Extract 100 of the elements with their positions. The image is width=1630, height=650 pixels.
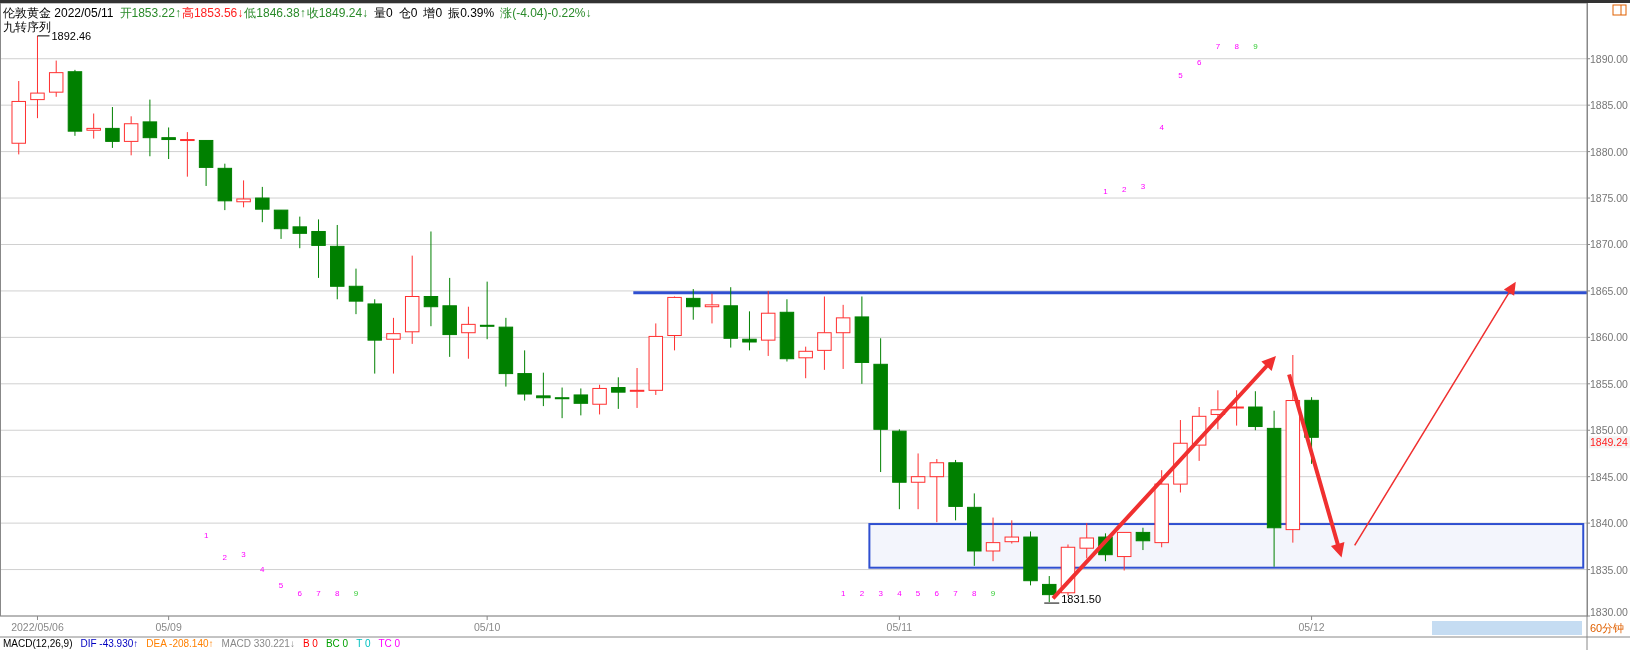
candlestick xyxy=(554,387,570,419)
annotation: 2 xyxy=(859,589,865,599)
candlestick xyxy=(817,296,832,371)
y-tick-label: 1875.00 xyxy=(1590,192,1629,205)
chart-title: 伦敦黄金 2022/05/11 xyxy=(3,6,114,20)
candlestick xyxy=(611,376,626,410)
candlestick xyxy=(48,60,64,98)
candlestick xyxy=(1135,527,1151,551)
candlestick xyxy=(292,216,308,249)
x-tick-label: 2022/05/06 xyxy=(11,621,64,633)
annotation: 9 xyxy=(353,589,359,599)
y-tick-label: 1870.00 xyxy=(1590,238,1629,251)
annotation: 8 xyxy=(335,589,341,599)
text: DIF -43.930↑ xyxy=(80,638,139,649)
candlestick xyxy=(236,179,251,208)
y-tick-label: 1840.00 xyxy=(1590,517,1629,530)
text: MACD 330.221↓ xyxy=(221,638,295,649)
candlestick xyxy=(910,452,926,510)
annotation: 4 xyxy=(260,565,266,575)
candlestick xyxy=(161,126,176,160)
annotation: 高1853.56↓ xyxy=(181,6,244,20)
candlestick xyxy=(142,99,158,157)
annotation: 3 xyxy=(878,589,884,599)
annotation: 7 xyxy=(316,589,322,599)
candlestick xyxy=(704,293,720,324)
candlestick xyxy=(348,268,364,315)
y-tick-label: 1860.00 xyxy=(1590,331,1629,344)
candlestick xyxy=(255,186,270,223)
annotation: 1 xyxy=(840,589,846,599)
candlestick xyxy=(798,346,813,379)
annotation: 4 xyxy=(897,589,903,599)
annotation: 涨(-4.04)-0.22%↓ xyxy=(500,6,592,20)
text: 1849.24 xyxy=(1590,436,1629,449)
candlestick xyxy=(273,209,289,240)
annotation: 7 xyxy=(1215,41,1221,51)
annotation: 开1853.22↑ xyxy=(119,6,181,20)
annotation: 量0 xyxy=(374,6,394,20)
candlestick xyxy=(985,517,1001,562)
y-tick-label: 1880.00 xyxy=(1590,145,1629,158)
candlestick xyxy=(1042,575,1057,603)
annotation: 仓0 xyxy=(398,6,418,20)
candlestick xyxy=(742,310,757,351)
candlestick xyxy=(1229,389,1244,427)
candlestick xyxy=(1248,390,1263,431)
annotation: 7 xyxy=(953,589,959,599)
annotation: 6 xyxy=(297,589,303,599)
annotation: 8 xyxy=(1234,42,1240,52)
annotation: 9 xyxy=(1253,42,1259,52)
annotation: 4 xyxy=(1159,123,1165,133)
text: MACD(12,26,9) xyxy=(3,638,73,649)
candlestick xyxy=(423,230,439,327)
y-tick-label: 1850.00 xyxy=(1590,424,1629,437)
candlestick xyxy=(573,387,589,416)
x-tick-label: 05/11 xyxy=(886,621,913,633)
x-tick-label: 05/10 xyxy=(474,621,501,633)
annotation: 5 xyxy=(278,581,284,591)
annotation: 低1846.38↑ xyxy=(244,6,306,20)
y-tick-label: 1830.00 xyxy=(1590,606,1629,618)
y-tick-label: 1885.00 xyxy=(1590,99,1629,112)
annotation: 增0 xyxy=(422,6,443,20)
candlestick xyxy=(1079,522,1094,559)
candlestick xyxy=(929,458,945,523)
annotation: 5 xyxy=(1178,71,1184,81)
candlestick xyxy=(686,288,701,321)
y-tick-label: 1855.00 xyxy=(1590,377,1629,390)
candlestick xyxy=(592,384,607,415)
candlestick xyxy=(1004,519,1020,545)
annotation: 1831.50 xyxy=(1061,593,1102,606)
candlestick xyxy=(105,106,120,149)
y-tick-label: 1890.00 xyxy=(1590,52,1629,65)
annotation: 3 xyxy=(1140,181,1146,191)
annotation: 九转序列 xyxy=(3,20,51,34)
candlestick xyxy=(461,306,476,360)
candlestick xyxy=(386,317,401,375)
annotation: 2 xyxy=(1121,184,1127,194)
annotation: 1 xyxy=(1103,187,1109,197)
annotation: 6 xyxy=(934,589,940,599)
x-tick-label: 05/09 xyxy=(155,621,182,633)
candlestick xyxy=(123,115,139,156)
text: B 0 xyxy=(302,638,319,649)
candlestick xyxy=(180,131,195,178)
annotation: 3 xyxy=(241,549,247,559)
text: DEA -208.140↑ xyxy=(146,638,214,649)
annotation: 收1849.24↓ xyxy=(306,6,369,20)
candlestick xyxy=(835,304,851,370)
annotation: 1892.46 xyxy=(51,29,92,42)
candlestick xyxy=(517,349,532,402)
annotation: 8 xyxy=(972,589,978,599)
y-tick-label: 1845.00 xyxy=(1590,470,1629,483)
candlestick xyxy=(629,367,645,409)
candlestick xyxy=(479,281,495,340)
text: 60分钟 xyxy=(1590,622,1625,634)
candlestick xyxy=(30,35,45,119)
annotation: 6 xyxy=(1196,58,1202,68)
annotation: 9 xyxy=(990,589,996,599)
text: T 0 xyxy=(356,638,371,649)
candlestick xyxy=(311,218,326,279)
text: TC 0 xyxy=(378,638,401,649)
candlestick xyxy=(86,113,101,140)
x-tick-label: 05/12 xyxy=(1298,621,1325,633)
